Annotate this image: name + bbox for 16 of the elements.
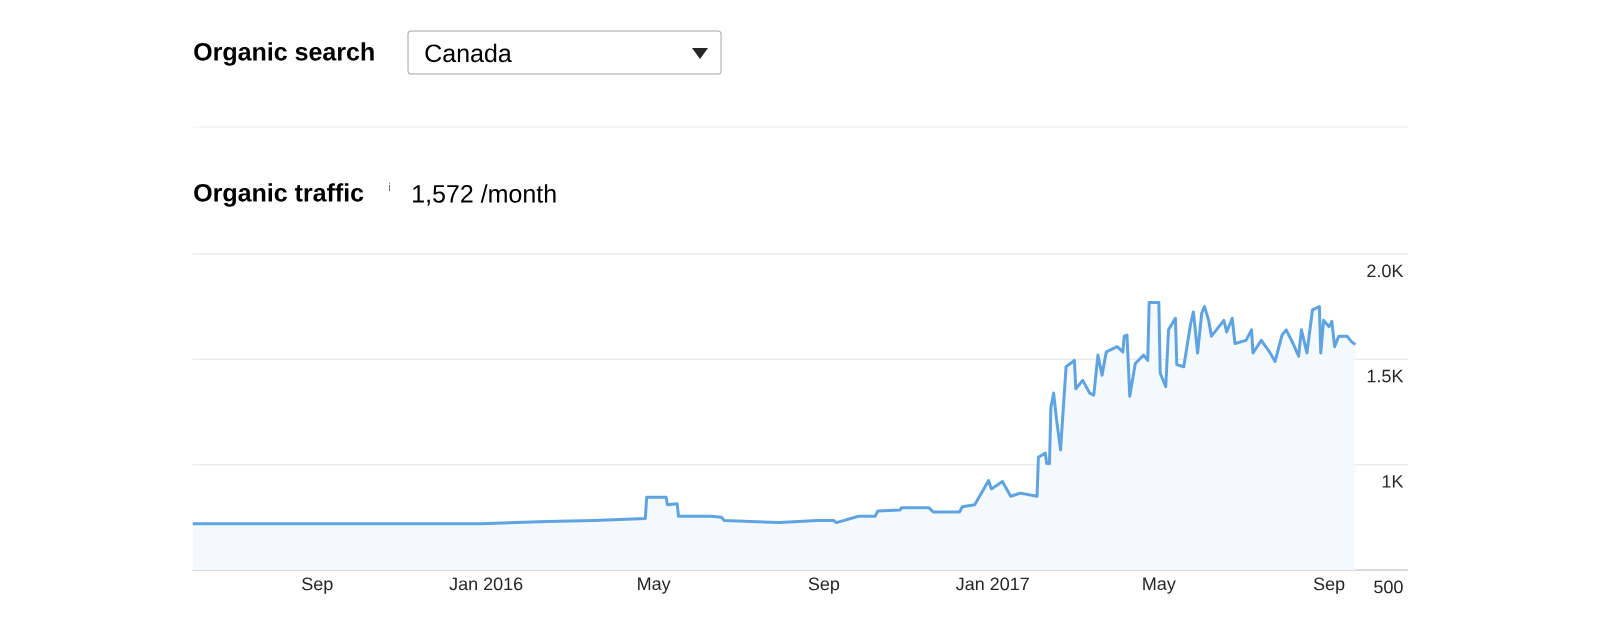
x-tick-label: Jan 2017 (955, 577, 1029, 591)
text: i (389, 182, 391, 192)
y-tick-label: 500 (1374, 580, 1403, 594)
y-tick-label: 2.0K (1367, 264, 1404, 278)
chart-title: Organic traffic (194, 183, 364, 207)
x-tick-label: May (638, 577, 671, 594)
chart-subtitle: 1,572 /month (413, 184, 556, 206)
x-tick-label: Sep (1313, 577, 1345, 594)
x-tick-label: Sep (302, 577, 333, 594)
y-tick-label: 1.5K (1367, 369, 1404, 383)
x-tick-label: May (1143, 577, 1176, 594)
x-tick-label: Sep (808, 577, 840, 594)
x-tick-label: Jan 2016 (449, 577, 523, 591)
text: Canada (425, 43, 512, 63)
y-tick-label: 1K (1382, 475, 1404, 488)
text: Organic search (194, 42, 374, 66)
